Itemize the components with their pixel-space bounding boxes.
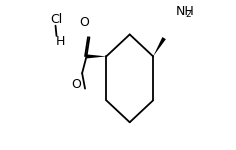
Text: O: O	[79, 16, 89, 29]
Text: Cl: Cl	[51, 13, 63, 26]
Polygon shape	[87, 54, 106, 58]
Text: 2: 2	[185, 10, 191, 19]
Text: H: H	[55, 35, 65, 48]
Polygon shape	[153, 37, 166, 56]
Text: NH: NH	[176, 5, 194, 18]
Text: O: O	[71, 78, 81, 91]
